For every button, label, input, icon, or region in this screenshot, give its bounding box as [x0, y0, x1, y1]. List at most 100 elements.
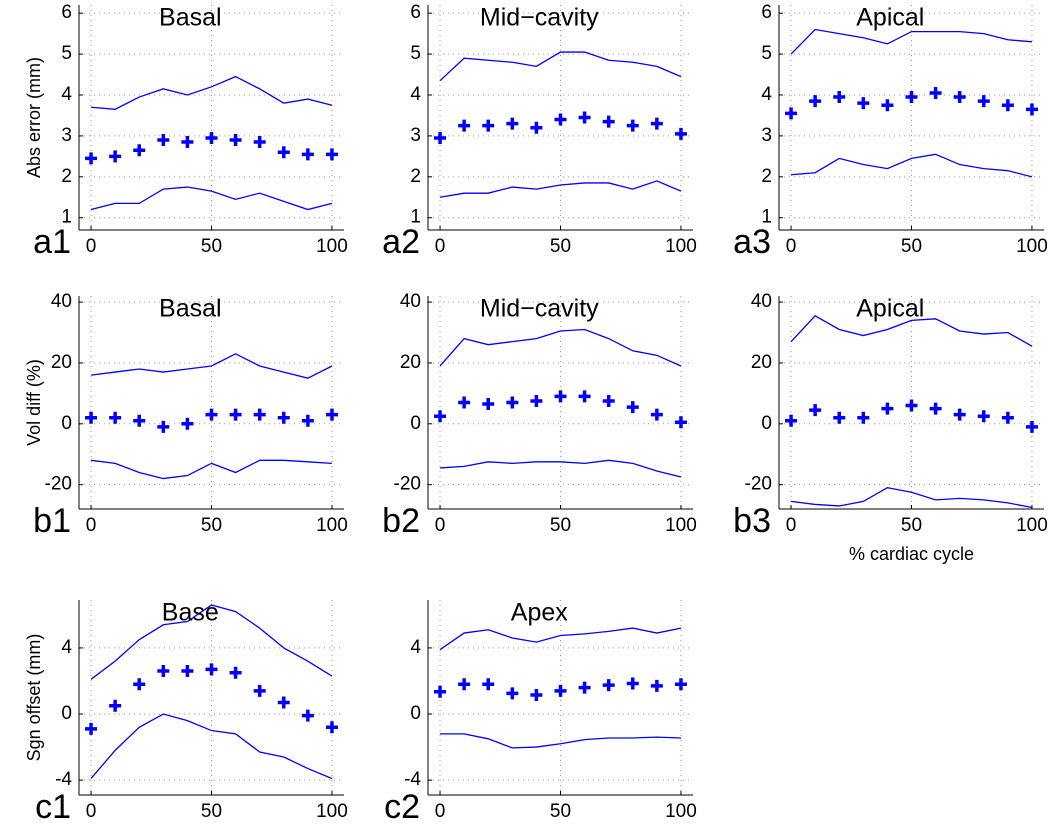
x-tick-label: 0	[86, 515, 97, 536]
plus-marker	[157, 134, 170, 146]
y-tick-label: 1	[410, 207, 421, 228]
plus-marker	[881, 402, 894, 415]
panel: 0 50 100 -20 0 20 40 Mid−cavity b2	[382, 291, 697, 540]
plus-marker	[785, 107, 798, 120]
plus-marker	[530, 394, 543, 407]
series-line	[439, 627, 682, 651]
panel-title: Basal	[159, 295, 222, 323]
plus-marker	[1025, 420, 1038, 433]
series-line	[790, 153, 1033, 178]
plus-marker	[506, 396, 519, 409]
plus-marker	[857, 97, 870, 110]
y-tick-label: 1	[761, 207, 772, 228]
panel-label: b3	[733, 502, 771, 540]
x-tick-label: 100	[316, 236, 348, 257]
y-tick-label: -4	[404, 769, 421, 790]
plus-marker	[482, 119, 495, 132]
plus-marker	[205, 408, 218, 421]
plus-marker	[434, 410, 447, 423]
x-tick-label: 100	[665, 236, 697, 257]
x-tick-label: 0	[435, 515, 446, 536]
x-tick-label: 0	[786, 515, 797, 536]
plus-marker	[85, 722, 98, 735]
plus-marker	[253, 136, 266, 149]
plus-marker	[482, 678, 495, 691]
plus-marker	[85, 152, 98, 165]
panel-label: b1	[33, 502, 71, 540]
y-tick-label: 3	[410, 125, 421, 146]
panel-title: Base	[162, 599, 219, 627]
y-tick-label: 0	[61, 703, 72, 724]
panel: 0 50 100 -4 0 4 Apex c2	[384, 599, 697, 826]
plus-marker	[109, 699, 122, 712]
series-line	[439, 51, 682, 82]
series-line	[90, 604, 333, 680]
y-tick-label: -20	[745, 474, 772, 495]
y-tick-label: 20	[51, 352, 72, 373]
y-tick-label: 3	[761, 125, 772, 146]
x-tick-label: 0	[786, 236, 797, 257]
plus-marker	[506, 117, 519, 130]
x-tick-label: 100	[316, 515, 348, 536]
plus-marker	[785, 414, 798, 427]
series-line	[439, 328, 682, 367]
plus-marker	[578, 111, 591, 124]
y-tick-label: 4	[761, 84, 772, 105]
x-tick-label: 100	[665, 515, 697, 536]
y-axis-label: Vol diff (%)	[24, 359, 44, 446]
series-line	[790, 487, 1033, 509]
plus-marker	[650, 117, 663, 130]
series-line	[790, 314, 1033, 347]
plus-marker	[602, 394, 615, 407]
y-axis-label: Sgn offset (mm)	[24, 634, 44, 762]
plus-marker	[229, 408, 242, 421]
plus-marker	[674, 416, 687, 429]
panel: 0 50 100 -20 0 20 40 Basal b1 Vol diff (%)	[24, 291, 348, 540]
y-tick-label: 6	[761, 2, 772, 23]
plus-marker	[929, 86, 942, 99]
plus-marker	[674, 678, 687, 691]
plus-marker	[325, 721, 338, 734]
x-tick-label: 100	[1016, 515, 1048, 536]
plus-marker	[578, 390, 591, 403]
plus-marker	[205, 131, 218, 144]
plus-marker	[133, 678, 146, 691]
y-tick-label: 2	[761, 166, 772, 187]
plus-marker	[325, 148, 338, 161]
plus-marker	[277, 146, 290, 159]
plus-marker	[434, 131, 447, 144]
x-tick-label: 0	[435, 236, 446, 257]
plus-marker	[301, 148, 314, 161]
plus-marker	[181, 136, 194, 149]
y-tick-label: 3	[61, 125, 72, 146]
y-tick-label: 5	[61, 43, 72, 64]
plus-marker	[554, 390, 567, 403]
plus-marker	[506, 687, 519, 700]
y-tick-label: 2	[61, 166, 72, 187]
plus-marker	[205, 663, 218, 676]
series-line	[440, 459, 682, 478]
plus-marker	[482, 398, 495, 411]
plus-marker	[809, 404, 822, 417]
x-axis-label: % cardiac cycle	[849, 544, 974, 564]
panel-label: a2	[382, 223, 420, 261]
series-line	[440, 733, 681, 749]
plus-marker	[109, 411, 122, 424]
panel: 0 50 100 -20 0 20 40 Apical b3 % cardiac cycle	[733, 291, 1048, 564]
y-tick-label: 1	[61, 207, 72, 228]
plus-marker	[977, 95, 990, 108]
x-tick-label: 100	[665, 801, 697, 822]
plus-marker	[530, 121, 543, 134]
y-tick-label: 0	[410, 703, 421, 724]
panel: 0 50 100 -4 0 4 Base c1 Sgn offset (mm)	[24, 599, 348, 826]
x-tick-label: 50	[550, 236, 571, 257]
plus-marker	[578, 681, 591, 694]
plus-marker	[1025, 103, 1038, 116]
y-tick-label: 4	[61, 637, 72, 658]
panel-title: Basal	[159, 4, 222, 32]
plus-marker	[857, 411, 870, 424]
plus-marker	[157, 665, 170, 678]
y-tick-label: 40	[51, 291, 72, 312]
plus-marker	[650, 679, 663, 692]
